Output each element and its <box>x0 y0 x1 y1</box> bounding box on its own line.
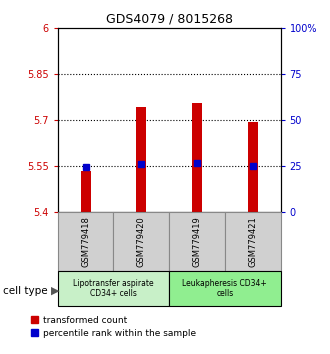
Text: GSM779421: GSM779421 <box>248 216 257 267</box>
Text: cell type: cell type <box>3 286 48 296</box>
Bar <box>114 212 169 271</box>
Text: Leukapheresis CD34+
cells: Leukapheresis CD34+ cells <box>182 279 267 298</box>
Bar <box>136 107 146 212</box>
Bar <box>192 103 202 212</box>
Text: GSM779418: GSM779418 <box>81 216 90 267</box>
Bar <box>81 171 91 212</box>
Bar <box>169 212 225 271</box>
Bar <box>248 122 258 212</box>
Bar <box>169 271 280 306</box>
Text: Lipotransfer aspirate
CD34+ cells: Lipotransfer aspirate CD34+ cells <box>73 279 154 298</box>
Text: GSM779420: GSM779420 <box>137 216 146 267</box>
Bar <box>58 271 169 306</box>
Bar <box>58 212 114 271</box>
Bar <box>225 212 280 271</box>
Text: GSM779419: GSM779419 <box>192 216 202 267</box>
Title: GDS4079 / 8015268: GDS4079 / 8015268 <box>106 13 233 26</box>
Legend: transformed count, percentile rank within the sample: transformed count, percentile rank withi… <box>31 316 196 338</box>
Text: ▶: ▶ <box>51 286 60 296</box>
